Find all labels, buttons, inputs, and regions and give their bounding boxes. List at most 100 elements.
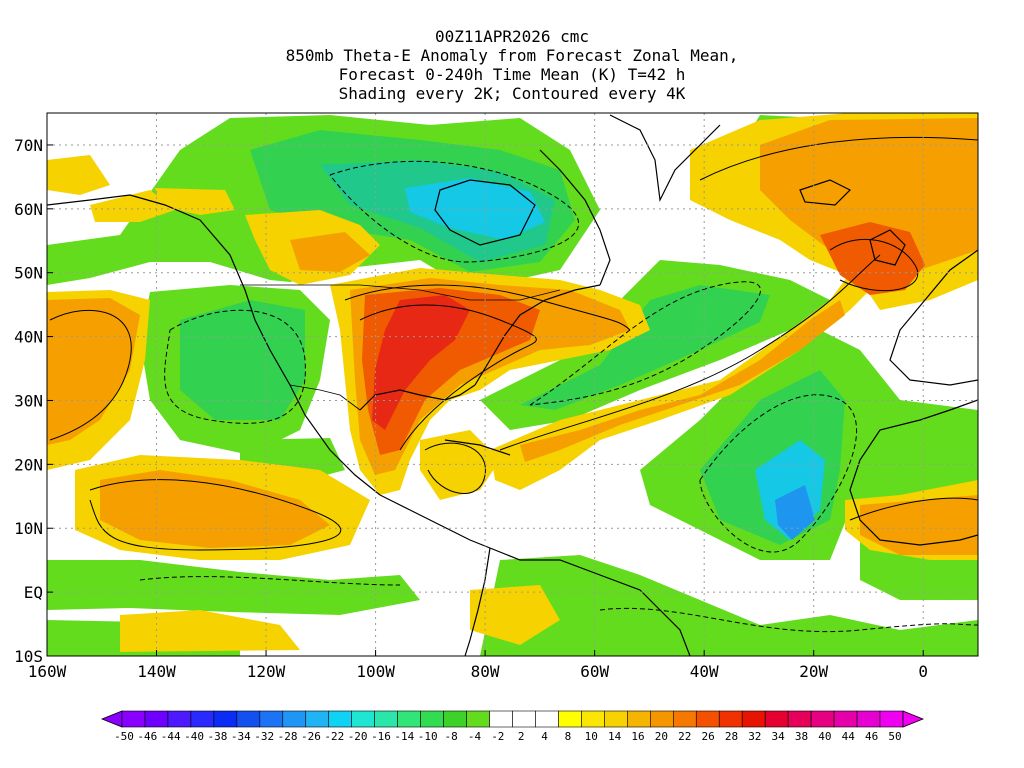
contour-line-tropical-atlantic-dashed [699, 394, 858, 553]
colorbar-label: -16 [371, 730, 391, 743]
y-tick-label: 10S [14, 647, 43, 666]
colorbar-swatch [374, 710, 398, 728]
colorbar-swatch [305, 710, 330, 728]
map-title-field: 850mb Theta-E Anomaly from Forecast Zona… [285, 46, 739, 65]
contour-line-warm-atlantic [499, 254, 881, 451]
warm-region-alaska [90, 190, 175, 222]
contour-lines [49, 136, 978, 633]
coastline-greenland [609, 114, 721, 203]
coastline-south-america-west [464, 547, 491, 656]
colorbar-swatch [581, 710, 605, 728]
warm-region-eastern-us-hot [372, 295, 470, 430]
coastline-iceland [799, 179, 852, 206]
warm-region-amazon [470, 585, 560, 645]
coastline-europe [889, 249, 978, 386]
y-axis: 70N 60N 50N 40N 30N 20N 10N EQ 10S [14, 136, 53, 666]
colorbar-label: 22 [678, 730, 691, 743]
warm-region-northeast-pacific [47, 155, 110, 195]
y-tick-label: 40N [14, 328, 43, 347]
colorbar-label: -38 [208, 730, 228, 743]
contour-line-europe [829, 238, 918, 292]
coastline-labrador [539, 149, 611, 286]
colorbar-label: 46 [865, 730, 878, 743]
colorbar-swatch [397, 710, 421, 728]
cool-region-pacific-inner [180, 300, 305, 420]
colorbar-swatch [144, 710, 169, 728]
colorbar-label: 38 [795, 730, 808, 743]
cool-region-equatorial-pacific [47, 560, 420, 615]
colorbar-swatch [466, 710, 490, 728]
cool-region-south-america [480, 555, 978, 656]
contour-line-hudson-dashed [329, 160, 579, 263]
x-tick-label: 140W [137, 662, 176, 681]
warm-region-south-pacific [120, 610, 300, 652]
contour-line-south-america-dashed [599, 607, 978, 633]
coastline-central-america [379, 494, 491, 549]
x-tick-label: 80W [471, 662, 500, 681]
border-us-mexico [289, 384, 361, 411]
colorbar-swatch [604, 710, 628, 728]
y-tick-label: 20N [14, 455, 43, 474]
colorbar-swatch [741, 710, 766, 728]
colorbar-swatch [351, 710, 375, 728]
colorbar-swatch [443, 710, 467, 728]
colorbar-swatch [833, 710, 858, 728]
colorbar-swatch [420, 710, 444, 728]
colorbar-label: 40 [818, 730, 831, 743]
colorbar-swatch [328, 710, 353, 728]
coastline-hudson-bay [434, 179, 536, 246]
warm-region-europe-deep [820, 222, 925, 295]
colorbar-label: 34 [772, 730, 786, 743]
colorbar-label: -14 [394, 730, 414, 743]
colorbar-swatch [535, 710, 559, 728]
x-tick-label: 0 [918, 662, 928, 681]
contour-line-warm-east-us [344, 284, 631, 331]
colorbar-label: -26 [301, 730, 321, 743]
colorbar-label: -46 [137, 730, 157, 743]
colorbar-label: -4 [468, 730, 482, 743]
colorbar-label: 32 [748, 730, 761, 743]
map-title-run: 00Z11APR2026 cmc [434, 27, 590, 46]
colorbar-label: -10 [418, 730, 438, 743]
colorbar-label: -8 [444, 730, 457, 743]
colorbar-swatch [695, 710, 720, 728]
contour-line-north-atlantic [699, 136, 978, 181]
colorbar-swatch [764, 710, 789, 728]
y-tick-label: EQ [24, 583, 43, 602]
warm-region-atlantic-streak-mid [520, 300, 845, 462]
x-tick-label: 160W [28, 662, 67, 681]
colorbar-swatch [879, 710, 904, 728]
colorbar-label: -22 [324, 730, 344, 743]
colorbar-label: -20 [348, 730, 368, 743]
contour-line-warm-east-us-inner [359, 304, 537, 451]
x-tick-label: 120W [247, 662, 286, 681]
colorbar-swatch [282, 710, 307, 728]
colorbar-swatch [810, 710, 835, 728]
y-tick-label: 10N [14, 519, 43, 538]
x-tick-label: 20W [799, 662, 828, 681]
colorbar-label: -28 [278, 730, 298, 743]
colorbar-swatch [489, 710, 513, 728]
coastlines [47, 114, 978, 656]
colorbar-swatch [650, 710, 674, 728]
colorbar-arrow-right [902, 710, 925, 728]
colorbar-swatch [787, 710, 812, 728]
warm-region-west-africa-mid [860, 495, 978, 555]
plot-frame [46, 112, 979, 657]
y-tick-label: 30N [14, 391, 43, 410]
warm-region-east-pacific-mid [47, 298, 140, 445]
y-tick-label: 50N [14, 264, 43, 283]
colorbar-label: -44 [161, 730, 181, 743]
colorbar-arrow-left [100, 710, 123, 728]
y-tick-label: 70N [14, 136, 43, 155]
colorbar-swatch [627, 710, 651, 728]
colorbar-label: 14 [608, 730, 622, 743]
colorbar-label: -2 [491, 730, 504, 743]
colorbar-label: 2 [518, 730, 525, 743]
colorbar-swatch [213, 710, 238, 728]
colorbar: -50 -46 -44 -40 -38 -34 -32 -28 -26 -22 -20 -16 -14-… [100, 710, 925, 743]
y-tick-label: 60N [14, 200, 43, 219]
colorbar-label: -50 [114, 730, 134, 743]
warm-region-north-atlantic-mid [760, 118, 978, 285]
